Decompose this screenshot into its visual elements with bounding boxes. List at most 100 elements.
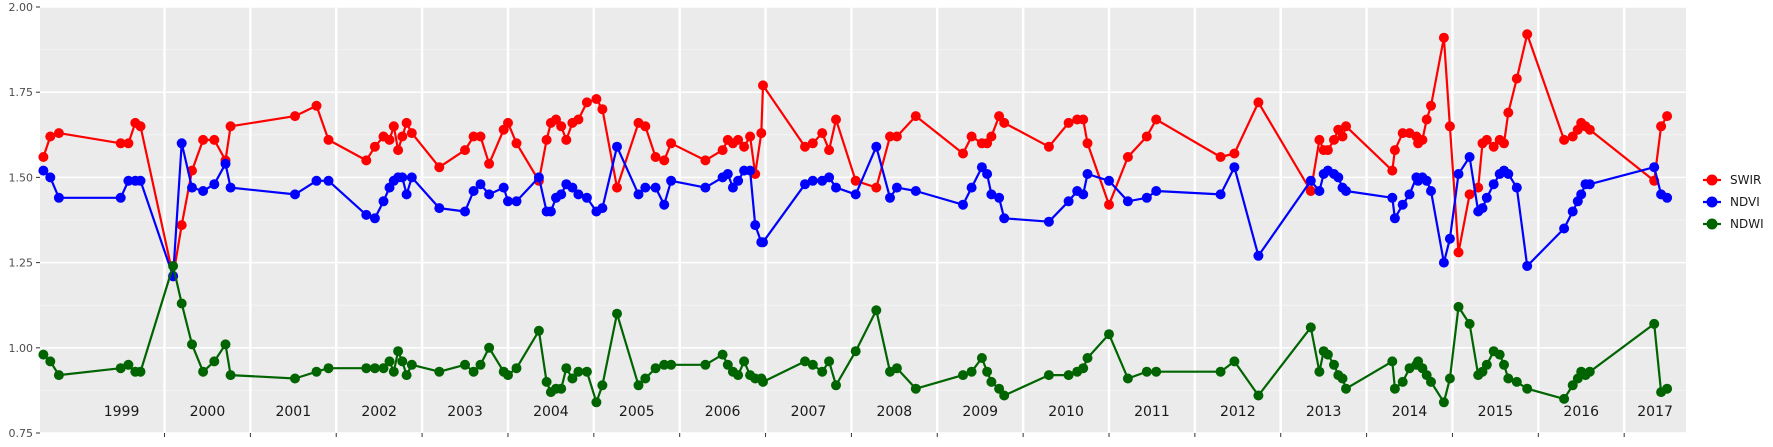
legend-key-point <box>1706 218 1718 230</box>
data-point <box>999 213 1010 224</box>
data-point <box>885 192 895 203</box>
data-point <box>1043 370 1054 381</box>
year-label: 2007 <box>791 404 827 420</box>
data-point <box>756 128 767 139</box>
data-point <box>807 138 818 149</box>
data-point <box>468 131 479 142</box>
data-point <box>556 121 567 132</box>
x-axis: 1999 2000 2001 2002 2003 2004 2005 2006 2007 2008… <box>104 404 1673 437</box>
legend-item-swir: SWIR <box>1703 173 1761 187</box>
year-label: 2017 <box>1637 404 1673 420</box>
data-point <box>1444 121 1455 132</box>
data-point <box>1488 141 1499 152</box>
data-point <box>1341 121 1351 132</box>
data-point <box>1503 169 1514 179</box>
data-point <box>115 363 126 374</box>
data-point <box>378 363 389 374</box>
data-point <box>958 370 968 381</box>
data-point <box>994 111 1005 122</box>
data-point <box>1421 175 1432 186</box>
data-point <box>633 189 644 200</box>
data-point <box>323 134 334 145</box>
data-point <box>1389 145 1400 156</box>
data-point <box>567 182 578 193</box>
data-point <box>311 366 322 377</box>
series-swir <box>38 29 1673 282</box>
year-label: 2010 <box>1048 404 1084 420</box>
data-point <box>1389 383 1400 394</box>
data-point <box>1662 111 1673 122</box>
data-point <box>533 172 544 183</box>
data-point <box>1397 199 1408 210</box>
data-point <box>135 366 146 377</box>
data-point <box>659 359 670 370</box>
year-label: 2003 <box>447 404 483 420</box>
data-point <box>817 366 828 377</box>
data-point <box>612 141 622 152</box>
data-point <box>612 182 622 193</box>
data-point <box>871 305 882 316</box>
data-point <box>401 117 412 128</box>
data-point <box>1397 376 1408 387</box>
year-label: 2006 <box>705 404 741 420</box>
legend-label: SWIR <box>1730 173 1761 187</box>
data-point <box>45 131 56 142</box>
data-point <box>406 359 417 370</box>
data-point <box>1314 134 1325 145</box>
data-point <box>650 152 661 162</box>
data-point <box>850 189 861 200</box>
data-point <box>800 179 810 190</box>
data-point <box>871 182 882 193</box>
data-point <box>1453 301 1464 312</box>
data-point <box>1104 175 1114 186</box>
data-point <box>1151 366 1162 377</box>
y-tick-label: 1.50 <box>9 171 34 184</box>
data-point <box>369 363 380 374</box>
data-point <box>1329 134 1339 145</box>
data-point <box>891 131 902 142</box>
data-point <box>176 298 187 309</box>
data-point <box>591 397 602 408</box>
data-point <box>1151 186 1162 196</box>
data-point <box>1337 373 1348 384</box>
data-point <box>745 165 756 176</box>
data-point <box>384 356 395 367</box>
data-point <box>1426 100 1436 111</box>
data-point <box>401 189 412 200</box>
data-point <box>727 182 738 193</box>
data-point <box>1043 141 1054 152</box>
data-point <box>999 390 1010 401</box>
data-point <box>1341 186 1351 196</box>
data-point <box>597 203 608 214</box>
series-ndwi <box>38 261 1673 408</box>
year-label: 2001 <box>275 404 311 420</box>
data-point <box>1104 199 1114 210</box>
year-label: 2002 <box>361 404 397 420</box>
legend: SWIR NDVI NDWI <box>1703 173 1764 231</box>
data-point <box>1481 134 1492 145</box>
data-point <box>561 363 572 374</box>
data-point <box>176 220 187 231</box>
data-point <box>1082 353 1093 363</box>
y-tick-label: 1.00 <box>9 342 34 355</box>
data-point <box>225 121 236 132</box>
data-point <box>700 359 711 370</box>
year-label: 2013 <box>1306 404 1342 420</box>
data-point <box>1063 196 1074 207</box>
data-point <box>1444 373 1455 384</box>
legend-label: NDVI <box>1730 195 1760 209</box>
data-point <box>38 152 49 162</box>
data-point <box>1503 373 1514 384</box>
data-point <box>891 363 902 374</box>
data-point <box>1662 192 1673 203</box>
data-point <box>986 131 997 142</box>
legend-key-point <box>1706 196 1718 208</box>
data-point <box>633 380 644 391</box>
data-point <box>397 131 408 142</box>
data-point <box>1522 29 1533 40</box>
data-point <box>1488 179 1499 190</box>
data-point <box>1404 189 1415 200</box>
data-point <box>717 349 728 360</box>
data-point <box>434 162 445 173</box>
